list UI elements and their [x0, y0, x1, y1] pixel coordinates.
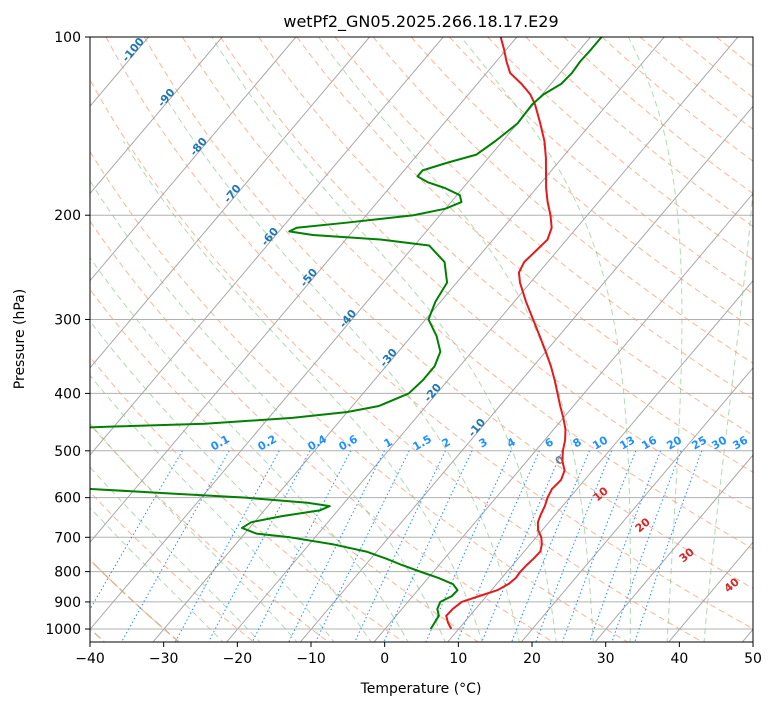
dry-adiabat — [334, 37, 753, 400]
dry-adiabat — [372, 37, 753, 364]
isotherm-line — [226, 37, 739, 642]
mixing-ratio-lines — [90, 450, 703, 642]
isotherm-line — [299, 105, 753, 642]
moist-adiabat — [90, 422, 298, 642]
isotherm-line — [90, 37, 591, 631]
y-axis-label: Pressure (hPa) — [12, 289, 28, 389]
mixing-ratio-line — [481, 450, 563, 642]
isotherm-line — [152, 37, 665, 642]
x-tick-label: 30 — [597, 651, 615, 667]
mixing-ratio-line — [315, 450, 410, 642]
y-tick-label: 700 — [54, 530, 81, 546]
mixing-ratio-line — [90, 450, 183, 611]
mixing-ratio-line — [207, 450, 311, 642]
y-tick-label: 800 — [54, 565, 81, 581]
isotherm-line — [373, 192, 753, 642]
x-tick-label: −20 — [223, 651, 253, 667]
y-tick-label: 100 — [54, 30, 81, 46]
isotherm-line — [447, 279, 753, 642]
dry-adiabat — [90, 150, 629, 642]
mixing-ratio-line — [425, 450, 512, 642]
isotherm-line — [90, 37, 444, 456]
dry-adiabat — [296, 37, 753, 436]
x-tick-label: 40 — [670, 651, 688, 667]
temperature-line — [445, 37, 567, 630]
x-tick-label: 0 — [380, 651, 389, 667]
moist-adiabat — [163, 94, 520, 642]
moist-adiabat — [90, 320, 372, 642]
y-tick-label: 500 — [54, 444, 81, 460]
x-axis: −40 −30 −20 −10 0 10 20 30 40 50 — [75, 642, 762, 667]
isotherm-line — [520, 367, 753, 642]
mixing-ratio-line — [354, 450, 446, 642]
moist-adiabat — [90, 466, 261, 642]
y-tick-label: 600 — [54, 491, 81, 507]
moist-adiabat — [90, 506, 224, 642]
mixing-ratio-line — [611, 450, 682, 642]
y-tick-label: 900 — [54, 595, 81, 611]
isotherm-line — [90, 37, 223, 195]
isotherm-line — [594, 454, 753, 642]
mixing-ratio-line — [251, 450, 352, 642]
y-tick-label: 400 — [54, 386, 81, 402]
x-tick-label: 20 — [523, 651, 541, 667]
chart-title: wetPf2_GN05.2025.266.18.17.E29 — [283, 12, 558, 32]
plot-frame — [89, 36, 754, 643]
isotherm-line — [90, 37, 370, 369]
moist-adiabat — [122, 140, 483, 642]
isotherm-line — [90, 37, 518, 543]
y-axis: 100 200 300 400 500 600 700 800 900 1000 — [45, 30, 90, 638]
mixing-ratio-line — [588, 450, 662, 642]
y-tick-label: 200 — [54, 208, 81, 224]
mixing-ratio-line — [456, 450, 540, 642]
dry-adiabat — [143, 37, 753, 589]
x-tick-label: 10 — [449, 651, 467, 667]
dewpoint-line — [90, 37, 603, 630]
x-axis-label: Temperature (°C) — [360, 681, 482, 697]
mixing-ratio-line — [288, 450, 385, 642]
y-tick-label: 1000 — [45, 622, 81, 638]
x-tick-label: −30 — [149, 651, 179, 667]
mixing-ratio-line — [383, 450, 473, 642]
mixing-ratio-line — [174, 450, 280, 642]
x-tick-label: −40 — [75, 651, 105, 667]
moist-adiabat — [90, 374, 335, 642]
moist-adiabat — [90, 180, 446, 642]
profile-series — [90, 37, 603, 630]
x-tick-label: 50 — [744, 651, 762, 667]
dry-adiabat — [258, 37, 753, 473]
y-tick-label: 300 — [54, 312, 81, 328]
isotherm-line — [90, 37, 297, 282]
x-tick-label: −10 — [296, 651, 326, 667]
